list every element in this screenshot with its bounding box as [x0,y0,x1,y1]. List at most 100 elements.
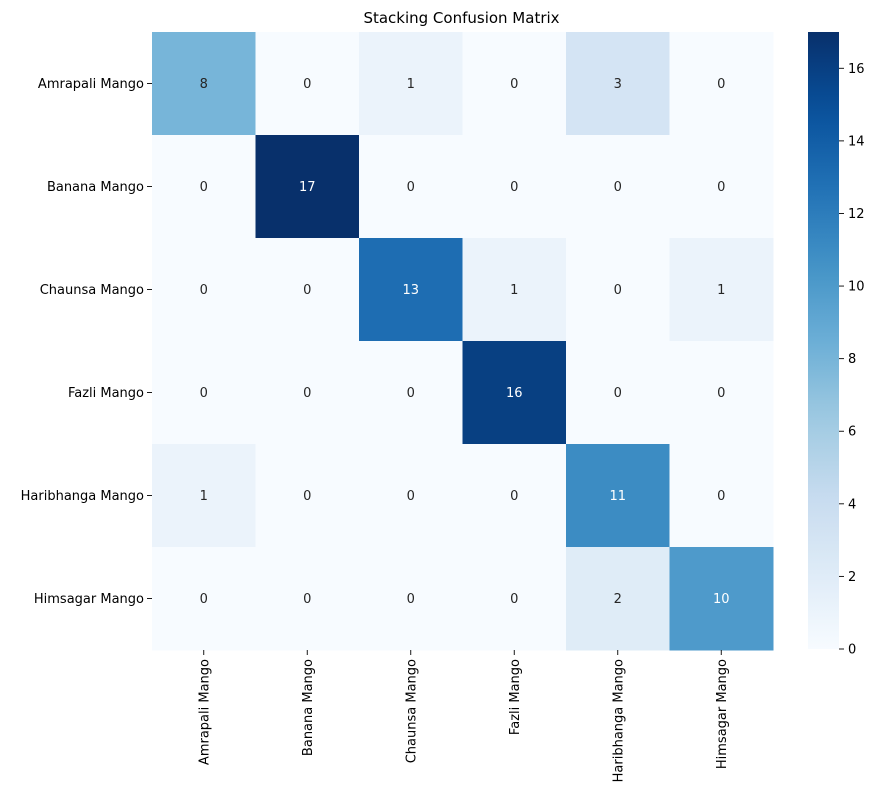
heatmap-cell [462,32,567,136]
heatmap-cell [152,32,256,136]
y-tick-label: Chaunsa Mango [40,283,144,298]
x-tick-label: Fazli Mango [508,659,523,735]
heatmap-cell [359,32,463,136]
heatmap-cell [359,341,463,445]
cell-value-label: 1 [510,283,518,298]
cell-value-label: 0 [510,180,518,195]
heatmap-cell [669,341,774,445]
cell-value-label: 0 [303,489,311,504]
cell-value-label: 11 [609,489,626,504]
cell-value-label: 0 [717,180,725,195]
cell-value-label: 0 [407,592,415,607]
heatmap-cell [255,341,360,445]
cell-value-label: 0 [510,592,518,607]
cell-value-label: 1 [717,283,725,298]
cell-value-label: 0 [303,592,311,607]
cell-value-label: 0 [303,386,311,401]
x-tick-label: Amrapali Mango [197,659,212,765]
heatmap-cell [566,444,670,548]
colorbar-tick-label: 16 [848,62,865,77]
cell-value-label: 0 [614,180,622,195]
y-tick-label: Banana Mango [47,180,144,195]
x-tick-label: Himsagar Mango [715,659,730,769]
heatmap-cells: 8 0 1 0 3 00 17 0 0 0 00 0 13 1 0 10 0 0 16 0 01 0 0 0 11 00 0 0 0 2 1… [152,32,774,651]
heatmap-cell [255,135,360,239]
colorbar-gradient [808,32,839,649]
y-axis: Amrapali Mango Banana Mango Chaunsa Mango F… [21,77,152,607]
cell-value-label: 0 [407,180,415,195]
heatmap-cell [359,238,463,342]
cell-value-label: 0 [614,283,622,298]
cell-value-label: 0 [717,489,725,504]
cell-value-label: 2 [614,592,622,607]
colorbar-tick-label: 8 [848,352,856,367]
cell-value-label: 0 [717,77,725,92]
cell-value-label: 0 [200,180,208,195]
cell-value-label: 16 [506,386,523,401]
cell-value-label: 0 [200,386,208,401]
colorbar-tick-label: 6 [848,425,856,440]
heatmap-cell [255,238,360,342]
heatmap-cell [255,547,360,651]
x-tick-label: Banana Mango [301,659,316,756]
heatmap-cell [359,444,463,548]
heatmap-cell [669,444,774,548]
heatmap-cell [152,341,256,445]
heatmap-cell [255,444,360,548]
heatmap-cell [669,238,774,342]
cell-value-label: 13 [402,283,419,298]
heatmap-cell [462,135,567,239]
y-tick-label: Himsagar Mango [34,592,144,607]
colorbar-tick-label: 10 [848,280,865,295]
heatmap-cell [462,444,567,548]
colorbar-tick-label: 4 [848,497,856,512]
heatmap-cell [669,135,774,239]
y-tick-label: Fazli Mango [68,386,144,401]
colorbar: 0 2 4 6 8 10 12 14 16 [808,32,865,658]
colorbar-tick-label: 14 [848,134,865,149]
cell-value-label: 3 [614,77,622,92]
y-tick-label: Haribhanga Mango [21,489,144,504]
colorbar-tick-label: 12 [848,207,865,222]
heatmap-cell [462,341,567,445]
heatmap-cell [152,135,256,239]
heatmap-cell [566,238,670,342]
heatmap-cell [566,135,670,239]
cell-value-label: 17 [299,180,316,195]
cell-value-label: 0 [407,489,415,504]
heatmap-cell [566,32,670,136]
cell-value-label: 1 [407,77,415,92]
cell-value-label: 8 [200,77,208,92]
cell-value-label: 0 [407,386,415,401]
y-tick-label: Amrapali Mango [38,77,144,92]
x-tick-label: Chaunsa Mango [404,659,419,763]
heatmap-cell [566,547,670,651]
heatmap-cell [152,238,256,342]
heatmap-cell [152,547,256,651]
colorbar-tick-label: 0 [848,643,856,658]
cell-value-label: 0 [510,77,518,92]
heatmap-cell [462,547,567,651]
cell-value-label: 0 [200,592,208,607]
cell-value-label: 0 [614,386,622,401]
cell-value-label: 0 [303,77,311,92]
x-tick-label: Haribhanga Mango [611,659,626,782]
cell-value-label: 0 [510,489,518,504]
cell-value-label: 10 [713,592,730,607]
x-axis: Amrapali Mango Banana Mango Chaunsa Mango F… [197,650,730,782]
cell-value-label: 0 [717,386,725,401]
heatmap-cell [462,238,567,342]
heatmap-cell [152,444,256,548]
heatmap-cell [255,32,360,136]
cell-value-label: 0 [200,283,208,298]
heatmap-cell [359,547,463,651]
heatmap-cell [669,547,774,651]
heatmap-cell [669,32,774,136]
cell-value-label: 1 [200,489,208,504]
colorbar-tick-label: 2 [848,570,856,585]
heatmap-cell [566,341,670,445]
heatmap-cell [359,135,463,239]
chart-title: Stacking Confusion Matrix [363,9,559,27]
cell-value-label: 0 [303,283,311,298]
